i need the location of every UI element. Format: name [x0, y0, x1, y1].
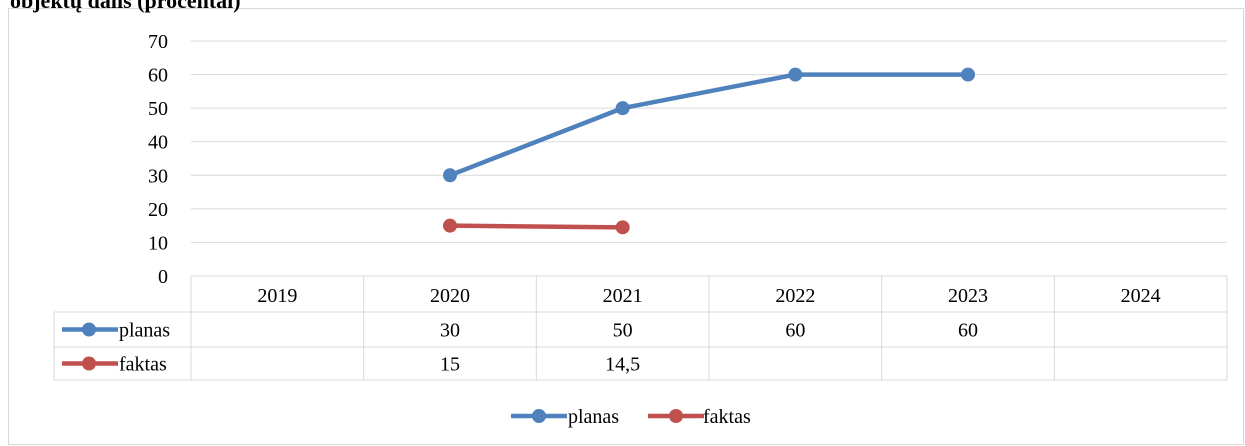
y-tick-label-4: 40	[148, 132, 168, 154]
table-key-marker-faktas	[82, 356, 96, 371]
y-tick-label-6: 60	[148, 65, 168, 87]
legend-label-faktas: faktas	[703, 406, 751, 428]
legend-key-marker-faktas	[669, 409, 683, 423]
point-faktas-2020	[443, 218, 457, 233]
point-planas-2023	[961, 67, 975, 82]
data-label-planas-2023: 60	[958, 320, 978, 342]
x-tick-label-0: 2019	[257, 285, 297, 307]
point-faktas-2021	[615, 220, 630, 235]
chart-title: objektų dalis (procentai)	[10, 0, 241, 13]
data-label-faktas-2021: 14,5	[605, 354, 640, 376]
data-label-planas-2022: 60	[785, 320, 805, 342]
data-label-faktas-2020: 15	[440, 354, 460, 376]
table-key-marker-planas	[82, 322, 96, 337]
data-label-planas-2020: 30	[440, 320, 460, 342]
y-tick-label-3: 30	[148, 165, 168, 187]
x-tick-label-2: 2021	[603, 285, 643, 307]
y-tick-label-5: 50	[148, 98, 168, 120]
table-series-name-faktas: faktas	[119, 354, 167, 376]
series-line-faktas	[447, 223, 625, 230]
data-label-planas-2021: 50	[613, 320, 633, 342]
point-planas-2022	[788, 67, 803, 82]
x-tick-label-4: 2023	[948, 285, 988, 307]
x-tick-label-5: 2024	[1121, 285, 1161, 307]
point-planas-2020	[443, 168, 457, 183]
y-tick-label-0: 0	[158, 266, 168, 288]
series-line-planas	[447, 72, 971, 178]
point-planas-2021	[615, 101, 630, 116]
table-series-name-planas: planas	[119, 320, 170, 342]
legend-label-planas: planas	[568, 406, 619, 428]
y-tick-label-7: 70	[148, 31, 168, 53]
y-tick-label-1: 10	[148, 232, 168, 254]
x-tick-label-3: 2022	[775, 285, 815, 307]
chart-frame	[8, 8, 1244, 445]
x-tick-label-1: 2020	[430, 285, 470, 307]
y-tick-label-2: 20	[148, 199, 168, 221]
legend-key-marker-planas	[532, 409, 546, 423]
